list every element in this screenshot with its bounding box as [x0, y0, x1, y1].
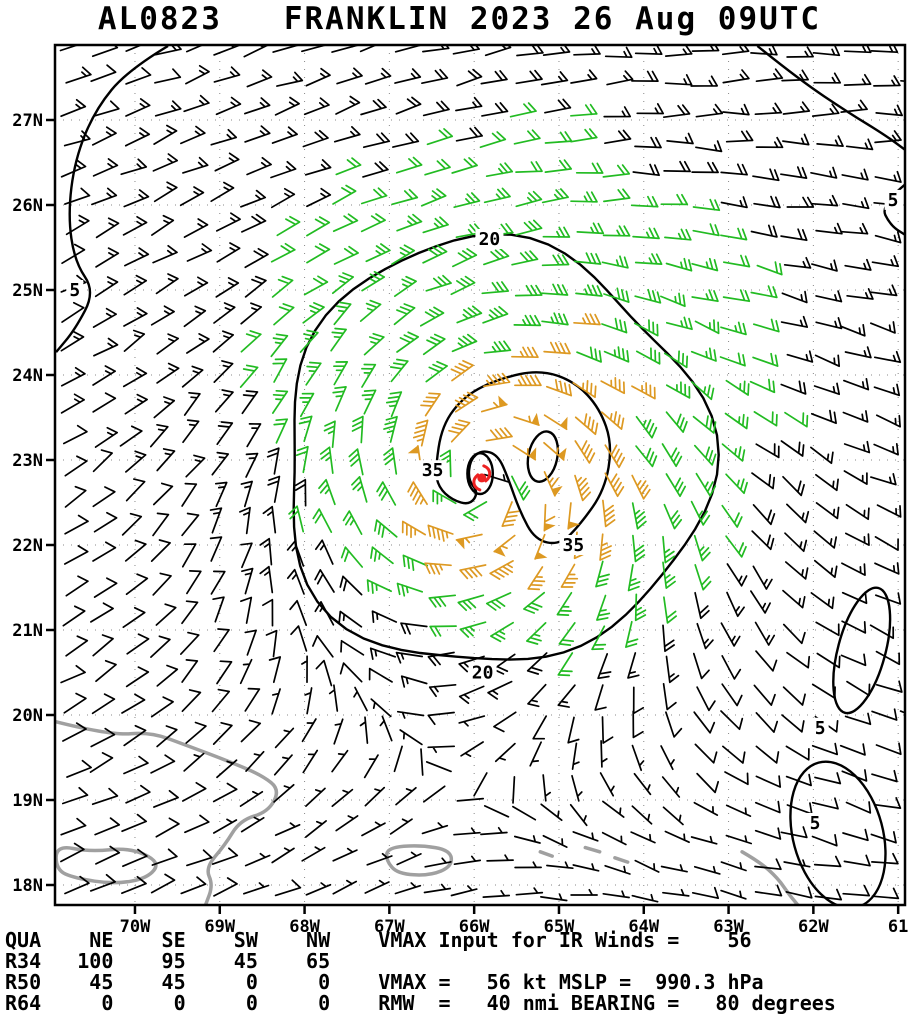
svg-text:61: 61: [888, 917, 908, 937]
svg-text:5: 5: [810, 813, 821, 834]
svg-text:64W: 64W: [628, 917, 659, 937]
svg-text:69W: 69W: [204, 917, 235, 937]
stats-line-r64: R64 0 0 0 0 RMW = 40 nmi BEARING = 80 de…: [5, 991, 836, 1014]
svg-text:20N: 20N: [12, 706, 43, 726]
svg-text:35: 35: [422, 460, 444, 481]
svg-text:5: 5: [69, 280, 80, 301]
svg-text:70W: 70W: [120, 917, 151, 937]
svg-text:68W: 68W: [289, 917, 320, 937]
svg-text:23N: 23N: [12, 451, 43, 471]
stats-line-r50: R50 45 45 0 0 VMAX = 56 kt MSLP = 990.3 …: [5, 970, 764, 994]
svg-text:5: 5: [815, 718, 826, 739]
svg-text:20: 20: [472, 663, 494, 684]
svg-text:22N: 22N: [12, 536, 43, 556]
stats-line-quadrants: QUA NE SE SW NW VMAX Input for IR Winds …: [5, 928, 752, 952]
svg-text:67W: 67W: [374, 917, 405, 937]
svg-text:62W: 62W: [798, 917, 829, 937]
stats-line-r34: R34 100 95 45 65: [5, 949, 331, 973]
svg-text:26N: 26N: [12, 196, 43, 216]
svg-text:66W: 66W: [459, 917, 490, 937]
stats-footer: QUA NE SE SW NW VMAX Input for IR Winds …: [5, 930, 836, 1014]
svg-text:18N: 18N: [12, 876, 43, 896]
svg-text:27N: 27N: [12, 111, 43, 131]
svg-text:20: 20: [479, 229, 501, 250]
svg-text:63W: 63W: [713, 917, 744, 937]
svg-text:21N: 21N: [12, 621, 43, 641]
svg-text:19N: 19N: [12, 791, 43, 811]
svg-text:5: 5: [888, 190, 899, 211]
svg-text:25N: 25N: [12, 281, 43, 301]
svg-text:35: 35: [563, 535, 585, 556]
svg-text:65W: 65W: [544, 917, 575, 937]
hurricane-symbol: [472, 464, 492, 492]
svg-text:24N: 24N: [12, 366, 43, 386]
chart-title: AL0823 FRANKLIN 2023 26 Aug 09UTC: [97, 1, 822, 37]
